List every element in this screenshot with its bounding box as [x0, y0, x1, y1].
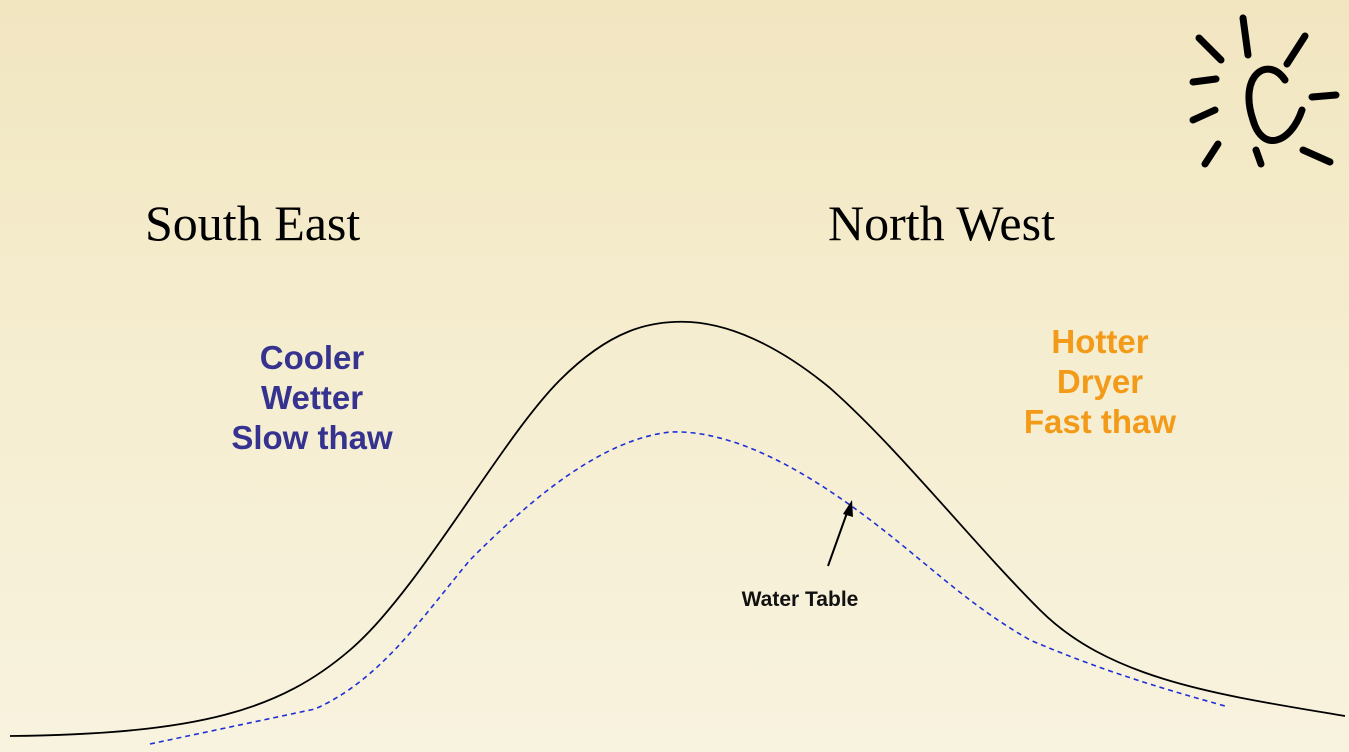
- trait-cooler: Cooler: [259, 339, 365, 376]
- region-title-south-east: South East: [145, 195, 361, 251]
- water-table-line: [149, 431, 1226, 745]
- sun-icon: [1189, 14, 1340, 168]
- trait-wetter: Wetter: [260, 379, 364, 416]
- water-table-arrow: [827, 500, 853, 567]
- trait-dryer: Dryer: [1056, 363, 1144, 400]
- trait-slow-thaw: Slow thaw: [231, 419, 393, 456]
- trait-fast-thaw: Fast thaw: [1023, 403, 1177, 440]
- region-title-north-west: North West: [828, 195, 1055, 251]
- north-west-traits: Hotter Dryer Fast thaw: [960, 322, 1240, 442]
- south-east-traits: Cooler Wetter Slow thaw: [200, 338, 424, 458]
- water-table-label: Water Table: [741, 588, 859, 611]
- trait-hotter: Hotter: [1051, 323, 1149, 360]
- hill-surface-line: [9, 320, 1346, 737]
